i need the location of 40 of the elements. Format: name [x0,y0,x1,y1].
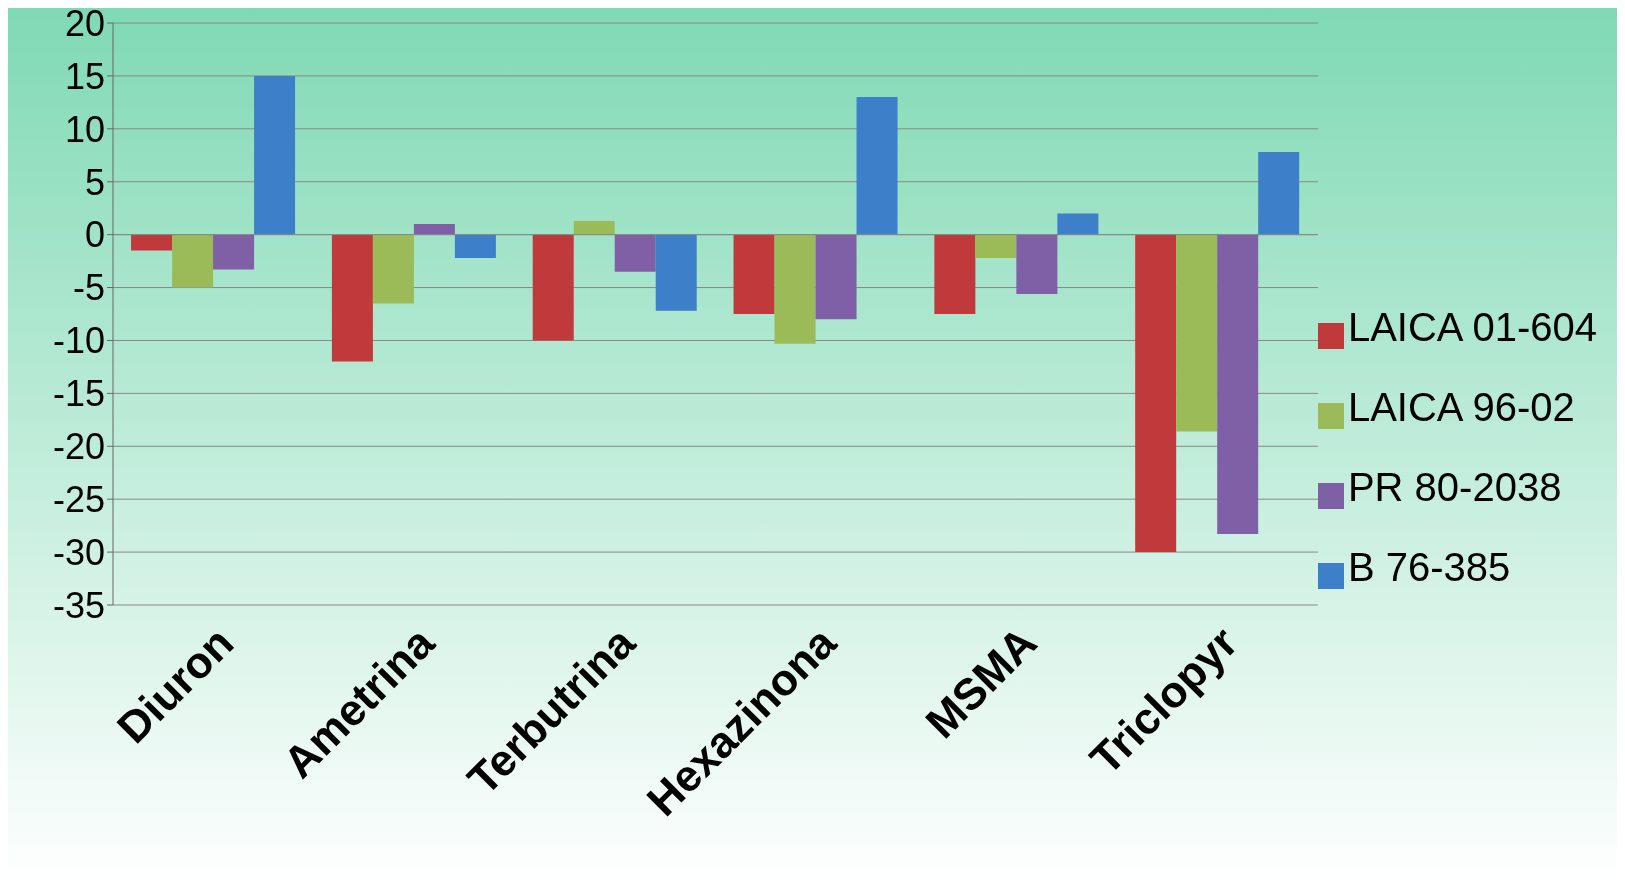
bar [331,234,373,362]
bar [372,234,414,304]
legend-label: LAICA 01-604 [1347,304,1597,349]
bar [172,234,214,288]
bar [655,234,697,311]
bar [454,234,496,258]
bar [532,234,574,341]
bar [856,97,898,235]
bar [975,234,1017,258]
y-tick-label: 0 [84,214,105,256]
y-tick-label: 5 [84,161,105,203]
y-tick-label: -30 [52,531,105,573]
legend-label: B 76-385 [1347,544,1511,589]
y-tick-label: -10 [52,320,105,362]
bar [254,75,296,235]
bar [1057,213,1099,235]
legend-label: LAICA 96-02 [1347,384,1575,429]
y-tick-label: -15 [52,373,105,415]
y-tick-label: 10 [64,108,105,150]
bar [1258,152,1300,235]
bar [934,234,976,314]
bar [1016,234,1058,294]
y-tick-label: -35 [52,584,105,626]
bar [614,234,656,272]
bar [1176,234,1218,432]
y-tick-label: -20 [52,426,105,468]
bar [413,224,455,235]
bar [1135,234,1177,553]
y-tick-label: -5 [72,267,105,309]
bar [573,220,615,235]
bar [774,234,816,344]
bar [815,234,857,320]
legend-label: PR 80-2038 [1347,464,1562,509]
bar [1217,234,1259,535]
bar [213,234,255,270]
bar [131,234,173,251]
bar [733,234,775,314]
y-tick-label: 20 [64,2,105,44]
y-tick-label: -25 [52,478,105,520]
y-tick-label: 15 [64,55,105,97]
